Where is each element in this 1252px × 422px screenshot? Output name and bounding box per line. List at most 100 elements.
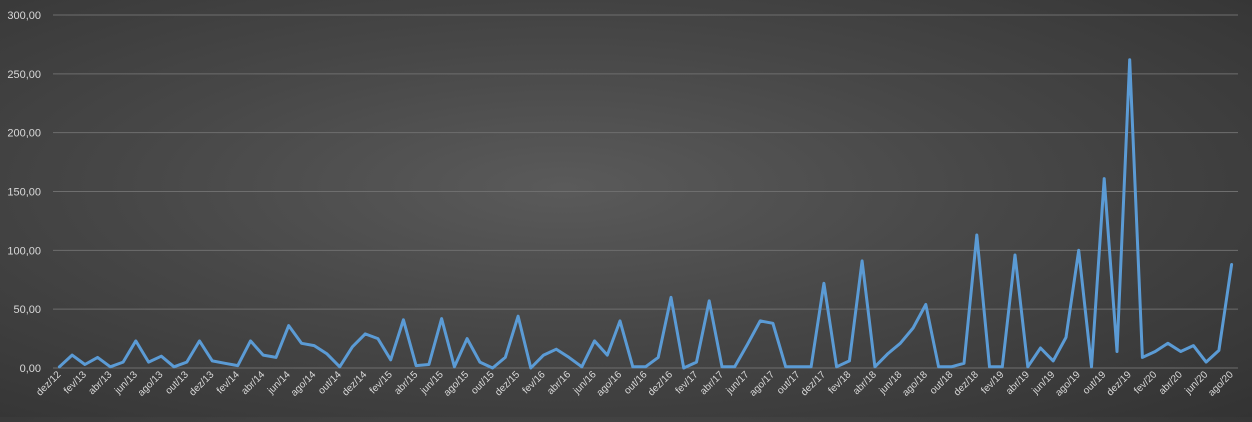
data-point xyxy=(274,356,278,359)
data-point xyxy=(70,353,74,357)
data-point xyxy=(1230,263,1233,266)
x-tick-label: jun/20 xyxy=(1183,369,1211,397)
data-point xyxy=(83,363,87,366)
data-point xyxy=(593,339,596,343)
data-point xyxy=(720,365,724,369)
x-tick-label: fev/15 xyxy=(368,369,395,396)
data-point xyxy=(453,365,456,369)
data-point xyxy=(223,362,227,365)
x-tick-label: out/17 xyxy=(775,369,803,397)
x-tick-label: abr/15 xyxy=(392,369,420,397)
data-point xyxy=(249,339,252,343)
data-point xyxy=(784,365,787,369)
x-tick-label: ago/15 xyxy=(442,369,472,399)
data-point xyxy=(147,360,150,364)
y-tick-label: 300,00 xyxy=(7,10,41,22)
x-tick-label: out/18 xyxy=(928,369,956,397)
data-point xyxy=(555,347,558,351)
x-tick-label: out/14 xyxy=(316,369,344,397)
data-point xyxy=(160,355,163,358)
x-tick-label: jun/19 xyxy=(1030,369,1058,397)
series-line-group xyxy=(57,58,1234,370)
x-tick-label: jun/17 xyxy=(724,369,752,397)
data-point xyxy=(809,365,813,369)
data-point xyxy=(172,365,176,369)
data-point xyxy=(389,358,392,361)
x-tick-label: jun/16 xyxy=(571,369,599,397)
data-point xyxy=(1026,365,1029,369)
data-point xyxy=(988,365,991,369)
data-point xyxy=(491,366,494,370)
x-tick-label: abr/17 xyxy=(698,369,726,397)
data-point xyxy=(797,365,800,369)
x-tick-label: out/13 xyxy=(163,369,191,397)
data-point xyxy=(376,337,380,340)
data-point xyxy=(746,343,749,346)
data-point xyxy=(618,319,622,323)
x-tick-label: dez/17 xyxy=(799,369,828,398)
x-tick-label: dez/14 xyxy=(340,369,369,398)
x-tick-label: out/15 xyxy=(469,369,497,397)
data-point xyxy=(669,296,673,299)
data-point xyxy=(657,356,660,359)
x-axis-ticks: dez/12fev/13abr/13jun/13ago/13out/13dez/… xyxy=(34,369,1236,399)
x-tick-label: out/16 xyxy=(622,369,650,397)
data-point xyxy=(950,365,953,369)
x-tick-label: dez/19 xyxy=(1105,369,1134,398)
data-point xyxy=(1013,253,1017,257)
data-point xyxy=(1204,360,1208,364)
gridlines xyxy=(53,14,1238,369)
data-point xyxy=(287,324,290,327)
x-tick-label: out/19 xyxy=(1081,369,1109,397)
data-point xyxy=(504,356,507,359)
y-tick-label: 150,00 xyxy=(7,187,41,199)
data-point xyxy=(1090,365,1093,369)
series-line xyxy=(57,58,1234,370)
x-tick-label: dez/16 xyxy=(646,369,675,398)
data-point xyxy=(96,356,99,359)
data-point xyxy=(121,360,125,364)
data-point xyxy=(402,318,405,321)
data-point xyxy=(211,359,214,363)
y-axis-ticks: 0,00 50,00 100,00 150,00 200,00 250,00 300,00 xyxy=(7,10,41,375)
data-point xyxy=(1192,344,1195,347)
x-tick-label: ago/19 xyxy=(1053,369,1083,399)
x-tick-label: dez/15 xyxy=(493,369,522,398)
y-tick-label: 0,00 xyxy=(20,363,41,375)
data-point xyxy=(937,365,940,369)
data-point xyxy=(1166,342,1170,345)
x-tick-label: jun/18 xyxy=(877,369,905,397)
x-tick-label: jun/14 xyxy=(265,369,293,397)
x-tick-label: ago/20 xyxy=(1206,369,1236,399)
data-point xyxy=(606,353,609,357)
data-point xyxy=(1077,249,1080,252)
x-tick-label: ago/14 xyxy=(289,369,319,399)
data-point xyxy=(758,319,762,323)
x-tick-label: fev/17 xyxy=(674,369,701,396)
data-point xyxy=(975,233,978,237)
data-point xyxy=(886,352,889,356)
data-point xyxy=(1115,350,1119,353)
data-point xyxy=(1039,346,1042,350)
data-point xyxy=(1001,365,1004,369)
data-point xyxy=(924,303,928,306)
data-point xyxy=(542,353,545,357)
data-point xyxy=(1217,349,1221,352)
x-tick-label: abr/16 xyxy=(545,369,573,397)
data-point xyxy=(1141,356,1144,359)
data-point xyxy=(109,365,112,369)
y-tick-label: 200,00 xyxy=(7,128,41,140)
x-tick-label: fev/18 xyxy=(826,369,853,396)
y-tick-label: 100,00 xyxy=(7,245,41,257)
data-point xyxy=(1179,350,1182,353)
data-point xyxy=(644,365,647,369)
x-tick-label: abr/13 xyxy=(87,369,115,397)
data-point xyxy=(1128,58,1131,61)
data-point xyxy=(860,259,864,263)
data-point xyxy=(631,365,634,369)
data-point xyxy=(733,365,736,369)
data-point xyxy=(1052,359,1055,363)
x-tick-label: fev/16 xyxy=(521,369,548,396)
data-point xyxy=(911,326,915,330)
x-tick-label: fev/13 xyxy=(62,369,89,396)
